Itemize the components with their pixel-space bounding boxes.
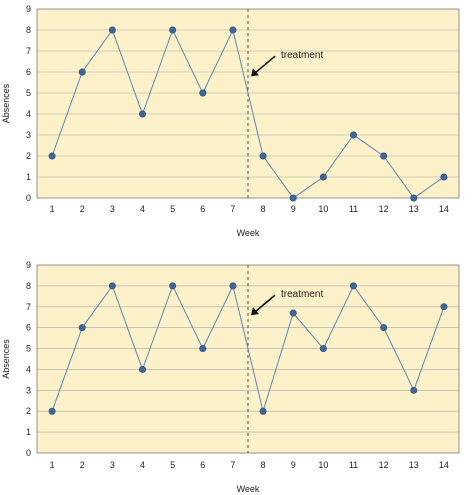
y-tick-label: 9 — [26, 260, 31, 270]
annotation-arrow — [255, 294, 276, 312]
y-tick-label: 2 — [26, 151, 31, 161]
data-point — [380, 152, 388, 160]
x-tick-label: 12 — [379, 204, 389, 214]
x-axis-title: Week — [237, 228, 260, 238]
data-point — [229, 282, 237, 290]
data-point — [410, 386, 418, 394]
data-point — [289, 194, 297, 202]
x-tick-label: 2 — [80, 460, 85, 470]
data-point — [48, 152, 56, 160]
data-point — [259, 407, 267, 415]
data-point — [319, 345, 327, 353]
y-tick-label: 4 — [26, 109, 31, 119]
y-tick-label: 9 — [26, 4, 31, 14]
x-tick-label: 4 — [140, 204, 145, 214]
x-tick-label: 11 — [349, 204, 358, 214]
y-tick-label: 0 — [26, 448, 31, 458]
y-tick-label: 5 — [26, 344, 31, 354]
x-tick-label: 13 — [409, 460, 419, 470]
annotation-arrow-head — [251, 307, 260, 316]
data-point — [440, 173, 448, 181]
x-tick-label: 10 — [318, 460, 328, 470]
y-tick-label: 6 — [26, 323, 31, 333]
data-point — [108, 26, 116, 34]
annotation-label: treatment — [281, 289, 323, 300]
y-tick-label: 8 — [26, 281, 31, 291]
data-point — [259, 152, 267, 160]
x-tick-label: 5 — [170, 460, 175, 470]
data-point — [78, 324, 86, 332]
x-axis-title: Week — [237, 484, 260, 494]
y-tick-label: 4 — [26, 364, 31, 374]
x-tick-label: 7 — [230, 204, 235, 214]
data-point — [139, 110, 147, 118]
y-axis-title: Absences — [1, 339, 11, 379]
x-tick-label: 14 — [439, 460, 449, 470]
data-point — [440, 303, 448, 311]
annotation-arrow-head — [251, 68, 260, 77]
x-tick-label: 11 — [349, 460, 358, 470]
series-line — [51, 284, 445, 414]
series-line — [51, 28, 445, 199]
x-tick-label: 12 — [379, 460, 389, 470]
x-tick-label: 13 — [409, 204, 419, 214]
y-tick-label: 1 — [26, 172, 31, 182]
x-tick-label: 1 — [50, 460, 55, 470]
y-tick-label: 8 — [26, 25, 31, 35]
x-tick-label: 10 — [318, 204, 328, 214]
x-tick-label: 6 — [200, 460, 205, 470]
x-tick-label: 14 — [439, 204, 449, 214]
y-tick-label: 2 — [26, 406, 31, 416]
x-tick-label: 9 — [291, 204, 296, 214]
plot-area — [36, 8, 460, 199]
data-point — [349, 131, 357, 139]
plot-area — [36, 264, 460, 454]
data-point — [48, 407, 56, 415]
y-tick-label: 7 — [26, 302, 31, 312]
x-tick-label: 2 — [80, 204, 85, 214]
y-tick-label: 0 — [26, 193, 31, 203]
x-tick-label: 3 — [110, 204, 115, 214]
y-tick-label: 5 — [26, 88, 31, 98]
x-tick-label: 5 — [170, 204, 175, 214]
x-tick-label: 9 — [291, 460, 296, 470]
x-tick-label: 4 — [140, 460, 145, 470]
data-point — [289, 309, 297, 317]
x-tick-label: 1 — [50, 204, 55, 214]
annotation-arrow — [255, 55, 276, 73]
data-point — [380, 324, 388, 332]
y-tick-label: 6 — [26, 67, 31, 77]
y-tick-label: 3 — [26, 385, 31, 395]
x-tick-label: 6 — [200, 204, 205, 214]
x-tick-label: 3 — [110, 460, 115, 470]
y-axis-title: Absences — [1, 83, 11, 123]
data-point — [199, 345, 207, 353]
y-tick-label: 1 — [26, 427, 31, 437]
data-point — [139, 365, 147, 373]
data-point — [78, 68, 86, 76]
data-point — [169, 282, 177, 290]
data-point — [199, 89, 207, 97]
y-tick-label: 7 — [26, 46, 31, 56]
data-point — [349, 282, 357, 290]
y-tick-label: 3 — [26, 130, 31, 140]
x-tick-label: 8 — [261, 204, 266, 214]
x-tick-label: 7 — [230, 460, 235, 470]
data-point — [108, 282, 116, 290]
data-point — [169, 26, 177, 34]
x-tick-label: 8 — [261, 460, 266, 470]
data-point — [410, 194, 418, 202]
data-point — [229, 26, 237, 34]
annotation-label: treatment — [281, 50, 323, 61]
data-point — [319, 173, 327, 181]
